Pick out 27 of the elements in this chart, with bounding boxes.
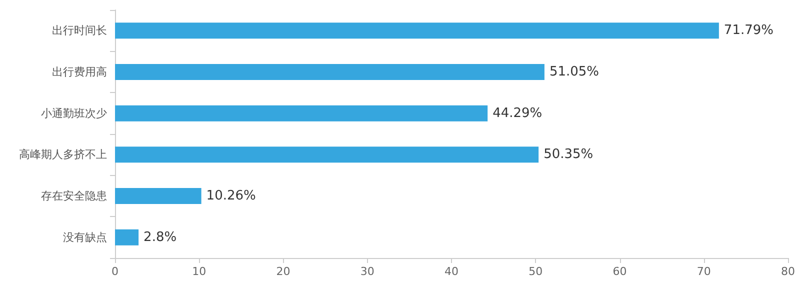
x-tick-label: 0 [112,265,118,278]
y-tick-label: 出行费用高 [52,66,107,78]
y-tick-label: 高峰期人多挤不上 [19,148,107,162]
y-tick-label: 出行时间长 [52,24,107,38]
bar [115,105,488,122]
y-tick-label: 存在安全隐患 [41,190,107,202]
x-tick-label: 20 [276,265,290,278]
y-tick-label: 没有缺点 [63,230,107,244]
x-tick-label: 40 [444,265,458,278]
x-tick-label: 50 [528,265,543,278]
data-label: 10.26% [206,188,256,204]
bar [115,64,544,80]
data-label: 44.29% [492,106,542,121]
data-label: 51.05% [549,64,600,80]
bar [115,188,202,204]
bar [115,229,139,246]
bar [115,146,539,163]
data-label: 2.8% [144,230,177,245]
x-tick-label: 80 [781,265,795,278]
bar [115,22,719,39]
data-label: 50.35% [544,147,594,162]
x-tick-label: 70 [696,265,711,278]
data-label: 71.79% [724,23,774,38]
x-tick-label: 60 [612,265,627,278]
y-tick-label: 小通勤班次少 [41,106,107,120]
x-tick-label: 10 [192,265,206,278]
x-tick-label: 30 [360,265,374,278]
